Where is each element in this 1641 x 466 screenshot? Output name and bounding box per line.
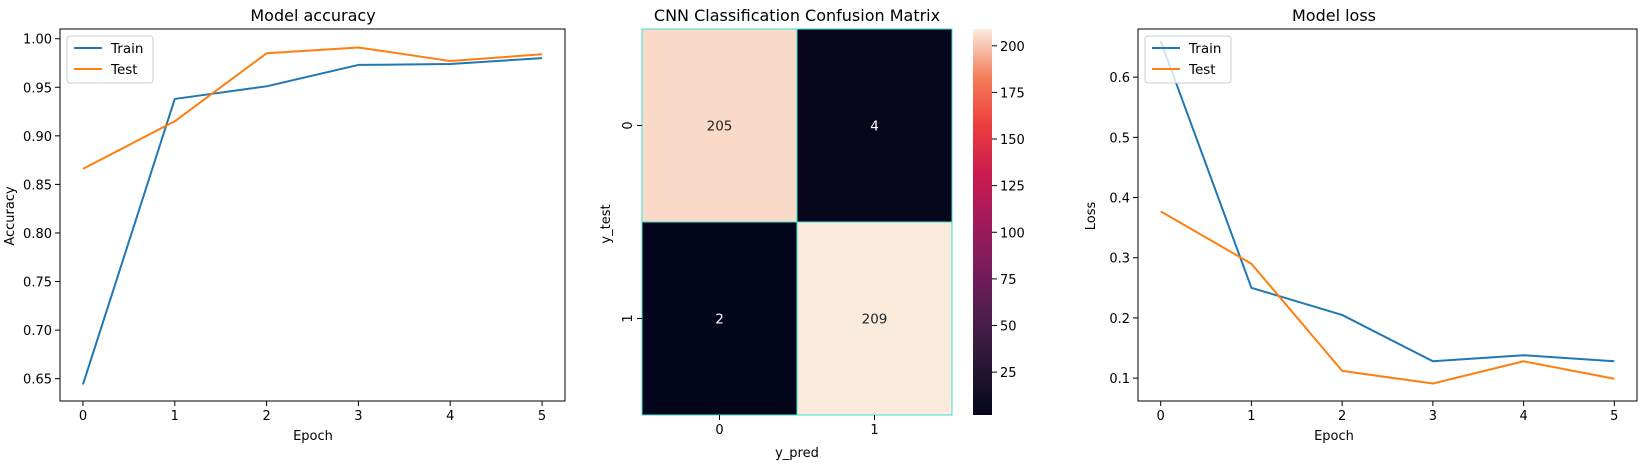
- confusion-matrix-cell-value: 209: [862, 312, 888, 328]
- loss-y-tick-label: 0.3: [1109, 252, 1130, 267]
- acc-x-tick-label: 3: [354, 409, 362, 424]
- colorbar-tick-label: 175: [1000, 86, 1025, 101]
- loss-chart-title: Model loss: [1292, 6, 1376, 25]
- accuracy-legend-test-label: Test: [110, 62, 138, 78]
- loss-y-tick-label: 0.6: [1109, 71, 1130, 86]
- confusion-matrix-title: CNN Classification Confusion Matrix: [654, 6, 940, 25]
- loss-series-test-line: [1160, 210, 1615, 385]
- acc-y-tick-label: 0.80: [23, 227, 52, 242]
- loss-y-axis-label: Loss: [1084, 202, 1099, 231]
- confusion-matrix-y-tick-label: 0: [621, 121, 636, 129]
- loss-y-tick-label: 0.4: [1109, 192, 1130, 207]
- confusion-matrix-cell: [796, 28, 953, 223]
- loss-legend: Train Test: [1144, 35, 1232, 84]
- colorbar-tick-label: 100: [1000, 226, 1025, 241]
- acc-y-tick-label: 0.85: [23, 178, 52, 193]
- colorbar-tick-label: 125: [1000, 180, 1025, 195]
- loss-y-tick-label: 0.1: [1109, 372, 1130, 387]
- acc-x-tick-label: 4: [446, 409, 454, 424]
- loss-plot-frame: [1137, 28, 1638, 402]
- acc-series-train-line: [82, 57, 543, 385]
- confusion-matrix-cell-value: 2: [715, 312, 724, 328]
- acc-y-tick-label: 0.70: [23, 324, 52, 339]
- accuracy-chart-title: Model accuracy: [250, 6, 375, 25]
- acc-x-tick-label: 0: [79, 409, 87, 424]
- confusion-matrix-x-axis-label: y_pred: [775, 446, 819, 461]
- accuracy-chart: Model accuracy Epoch Accuracy 0 1 2 3 4 5 0.65…: [3, 6, 566, 444]
- confusion-matrix-cell: [796, 221, 953, 416]
- loss-legend-train-label: Train: [1188, 41, 1221, 57]
- accuracy-legend: Train Test: [66, 35, 154, 84]
- confusion-matrix-cell: [641, 28, 798, 223]
- colorbar-tick-label: 150: [1000, 133, 1025, 148]
- loss-y-tick-label: 0.2: [1109, 312, 1130, 327]
- loss-x-tick-label: 5: [1610, 409, 1618, 424]
- acc-x-tick-label: 2: [262, 409, 270, 424]
- acc-x-tick-label: 1: [171, 409, 179, 424]
- accuracy-plot-frame: [59, 28, 566, 402]
- loss-x-tick-label: 0: [1157, 409, 1165, 424]
- confusion-matrix-cell-value: 205: [707, 119, 733, 135]
- loss-chart: Model loss Epoch Loss 0 1 2 3 4 5 0.1 0.2 0.3 0.4…: [1084, 6, 1638, 444]
- loss-x-tick-label: 1: [1247, 409, 1255, 424]
- loss-y-tick-label: 0.5: [1109, 131, 1130, 146]
- acc-series-test-line: [82, 46, 543, 170]
- confusion-matrix-y-axis-label: y_test: [599, 204, 614, 243]
- colorbar-tick-label: 25: [1000, 366, 1017, 381]
- confusion-matrix-cell-value: 4: [870, 119, 879, 135]
- confusion-matrix-x-tick-label: 1: [870, 423, 878, 438]
- colorbar-tick-label: 200: [1000, 40, 1025, 55]
- acc-y-tick-label: 1.00: [23, 33, 52, 48]
- loss-x-axis-label: Epoch: [1314, 429, 1354, 444]
- loss-series-train-line: [1159, 40, 1615, 363]
- colorbar: [973, 29, 992, 415]
- colorbar-tick-label: 50: [1000, 319, 1017, 334]
- colorbar-tick-label: 75: [1000, 273, 1017, 288]
- acc-y-tick-label: 0.90: [23, 130, 52, 145]
- confusion-matrix-x-tick-label: 0: [715, 423, 723, 438]
- loss-x-tick-label: 3: [1429, 409, 1437, 424]
- acc-x-tick-label: 5: [538, 409, 546, 424]
- loss-x-tick-label: 2: [1338, 409, 1346, 424]
- confusion-matrix-y-tick-label: 1: [621, 314, 636, 322]
- confusion-matrix-cell: [641, 221, 798, 416]
- acc-y-tick-label: 0.95: [23, 81, 52, 96]
- accuracy-y-axis-label: Accuracy: [3, 186, 18, 246]
- acc-y-tick-label: 0.65: [23, 373, 52, 388]
- confusion-matrix-chart: CNN Classification Confusion Matrix y_pr…: [599, 6, 1025, 461]
- loss-x-tick-label: 4: [1519, 409, 1527, 424]
- accuracy-x-axis-label: Epoch: [293, 429, 333, 444]
- accuracy-legend-train-label: Train: [110, 41, 143, 57]
- loss-legend-test-label: Test: [1188, 62, 1216, 78]
- acc-y-tick-label: 0.75: [23, 276, 52, 291]
